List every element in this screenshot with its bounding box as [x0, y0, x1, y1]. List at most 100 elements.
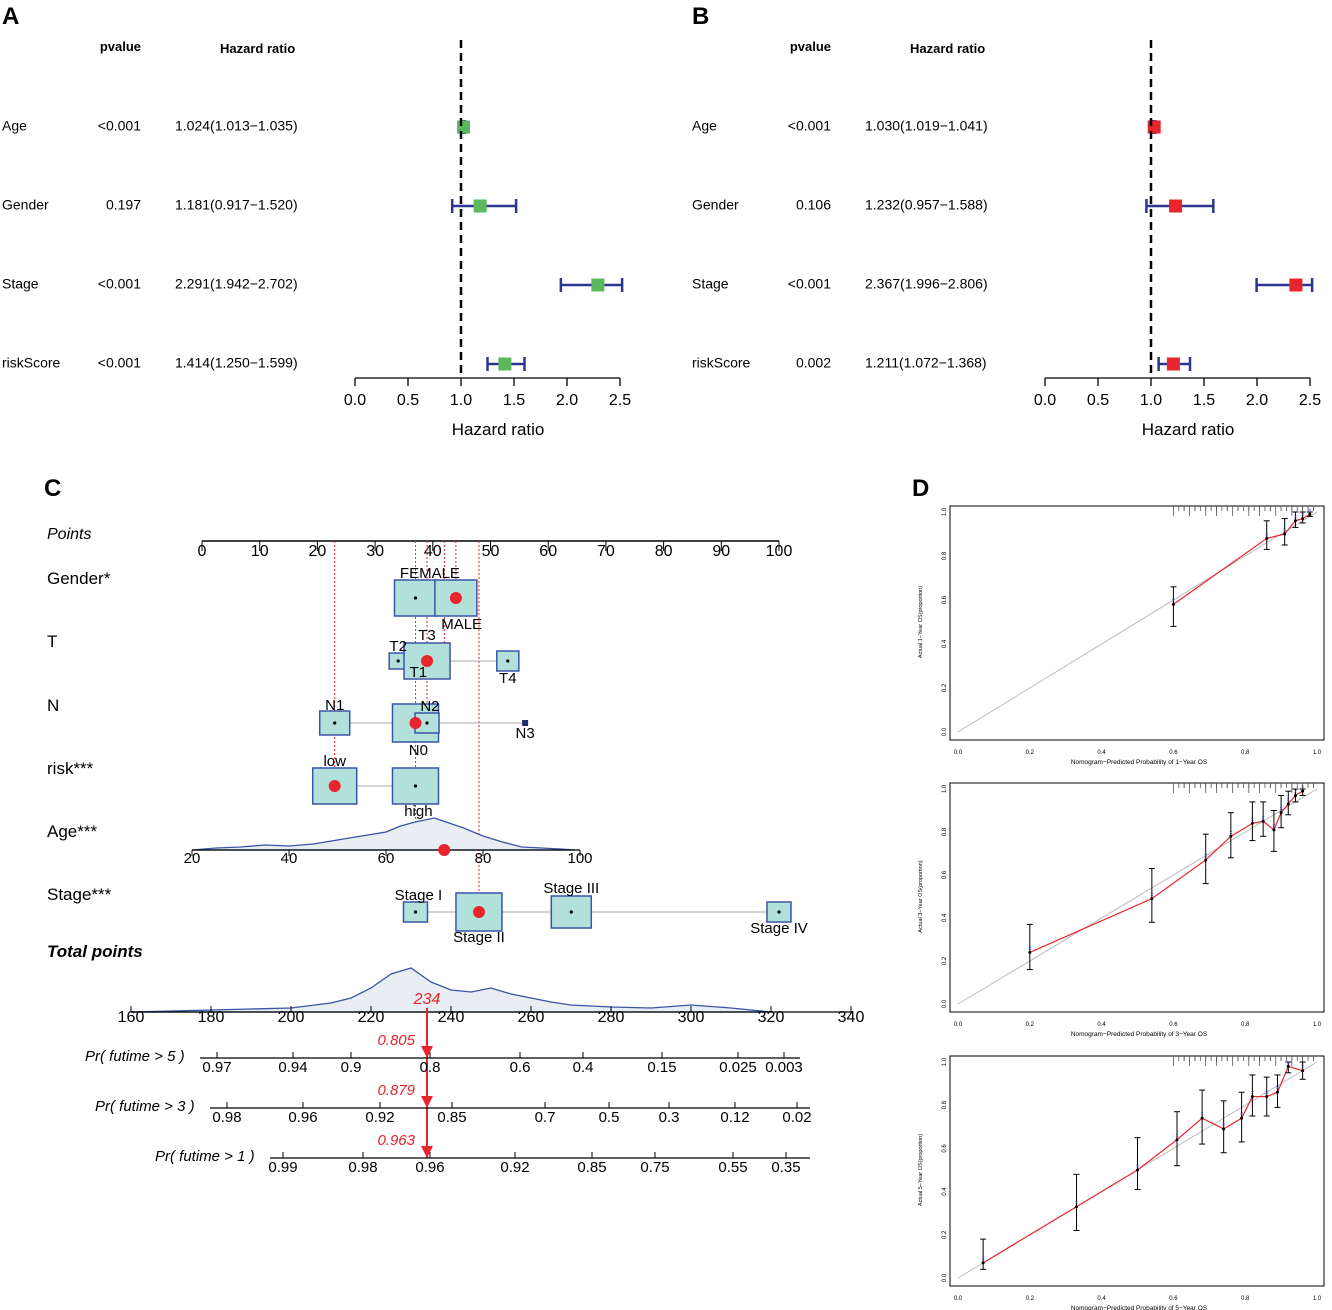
calibration-point: [1261, 819, 1265, 823]
calibration-x-label: Nomogram−Predicted Probability of 3−Year…: [1071, 1031, 1208, 1038]
box-stage-iii-center: [569, 910, 573, 914]
forest-plot-b: pvalue Hazard ratio Age <0.001 1.030(1.019−1…: [692, 39, 1321, 439]
row-pvalue: 0.106: [796, 197, 831, 213]
calibration-point: [981, 1261, 985, 1265]
calibration-x-tick: 0.4: [1097, 1022, 1106, 1028]
calibration-x-tick: 0.2: [1026, 1296, 1035, 1302]
calibration-x-tick: 0.2: [1026, 1022, 1035, 1028]
calibration-x-tick: 0.8: [1241, 750, 1250, 756]
header-pvalue: pvalue: [100, 39, 141, 54]
variable-label: risk***: [47, 759, 94, 778]
probability-tick-label: 0.35: [771, 1159, 800, 1176]
calibration-x-tick: 0.0: [954, 1296, 963, 1302]
row-name: riskScore: [692, 355, 751, 371]
row-name: Age: [2, 118, 27, 134]
calibration-x-tick: 1.0: [1313, 1296, 1322, 1302]
variable-label: N: [47, 696, 59, 715]
calibration-x-tick: 1.0: [1313, 750, 1322, 756]
calibration-point: [1265, 1095, 1269, 1099]
row-hr-text: 2.367(1.996−2.806): [865, 276, 988, 292]
row-pvalue: <0.001: [788, 276, 831, 292]
total-value: 234: [413, 991, 441, 1008]
header-pvalue: pvalue: [790, 39, 831, 54]
hr-point: [498, 357, 512, 371]
level-label-t3: T3: [418, 627, 436, 644]
selected-value-marker: [409, 717, 422, 729]
calibration-point: [1286, 802, 1290, 806]
calibration-y-tick: 0.0: [942, 1273, 948, 1282]
level-label-n2: N2: [420, 698, 439, 715]
calibration-x-marker: ×: [1294, 789, 1298, 795]
box-t2-center: [396, 659, 400, 663]
row-hr-text: 1.414(1.250−1.599): [175, 355, 298, 371]
points-tick-label: 30: [366, 543, 384, 560]
calibration-point: [1204, 858, 1208, 862]
calibration-frame: [949, 505, 1325, 741]
probability-tick-label: 0.92: [365, 1109, 394, 1126]
probability-tick-label: 0.7: [535, 1109, 556, 1126]
points-tick-label: 70: [597, 543, 615, 560]
probability-tick-label: 0.5: [599, 1109, 620, 1126]
age-tick-label: 60: [378, 850, 395, 867]
level-label-n3: N3: [516, 725, 535, 742]
probability-tick-label: 0.55: [718, 1159, 747, 1176]
age-tick-label: 40: [281, 850, 298, 867]
calibration-point: [1074, 1205, 1078, 1209]
calibration-y-tick: 0.0: [942, 999, 948, 1008]
calibration-y-tick: 1.0: [942, 1057, 948, 1066]
calibration-x-marker: ×: [1240, 1112, 1244, 1118]
age-density: [191, 817, 576, 851]
calibration-x-marker: ×: [1172, 598, 1176, 604]
calibration-point: [1175, 1138, 1179, 1142]
points-tick-label: 60: [539, 543, 557, 560]
variable-label: Gender*: [47, 569, 111, 588]
calibration-y-tick: 0.6: [942, 595, 948, 604]
calibration-curve: [1173, 513, 1311, 605]
calibration-x-marker: ×: [1279, 807, 1283, 813]
calibration-x-marker: ×: [1251, 1091, 1255, 1097]
calibration-x-marker: ×: [1261, 815, 1265, 821]
probability-tick-label: 0.6: [510, 1059, 531, 1076]
points-tick-label: 10: [251, 543, 269, 560]
calibration-point: [1272, 828, 1276, 832]
probability-tick-label: 0.003: [765, 1059, 803, 1076]
calibration-x-marker: ×: [1075, 1201, 1079, 1207]
selected-value-marker: [438, 844, 451, 856]
calibration-x-tick: 0.2: [1026, 750, 1035, 756]
hr-point: [1289, 278, 1303, 292]
level-label-t4: T4: [499, 670, 517, 687]
variable-label: T: [47, 632, 57, 651]
probability-tick-label: 0.98: [348, 1159, 377, 1176]
probability-arrow: [421, 1096, 433, 1108]
calibration-curve: [982, 1065, 1303, 1264]
hr-point: [1147, 120, 1161, 134]
probability-tick-label: 0.96: [415, 1159, 444, 1176]
calibration-x-marker: ×: [1200, 1112, 1204, 1118]
total-tick-label: 220: [358, 1009, 385, 1026]
calibration-y-tick: 1.0: [942, 507, 948, 516]
calibration-x-marker: ×: [1136, 1164, 1140, 1170]
row-pvalue: <0.001: [98, 118, 141, 134]
row-name: Age: [692, 118, 717, 134]
points-tick-label: 50: [482, 543, 500, 560]
x-tick-label: 0.5: [1087, 392, 1109, 409]
level-label-high: high: [404, 803, 432, 820]
probability-arrow: [421, 1146, 433, 1158]
calibration-point: [1279, 811, 1283, 815]
calibration-y-tick: 0.2: [942, 956, 948, 965]
probability-tick-label: 0.85: [577, 1159, 606, 1176]
x-axis-title: Hazard ratio: [1142, 420, 1235, 439]
calibration-y-tick: 0.8: [942, 827, 948, 836]
box-n2-center: [425, 721, 429, 725]
row-name: Stage: [692, 276, 729, 292]
row-name: riskScore: [2, 355, 61, 371]
x-tick-label: 0.0: [1034, 392, 1056, 409]
calibration-x-tick: 0.0: [954, 750, 963, 756]
calibration-x-tick: 0.4: [1097, 1296, 1106, 1302]
calibration-x-marker: ×: [1251, 817, 1255, 823]
calibration-frame: [949, 1055, 1325, 1287]
points-tick-label: 80: [655, 543, 673, 560]
calibration-point: [1229, 834, 1233, 838]
total-tick-label: 320: [758, 1009, 785, 1026]
level-label-stage-ii: Stage II: [453, 929, 505, 946]
